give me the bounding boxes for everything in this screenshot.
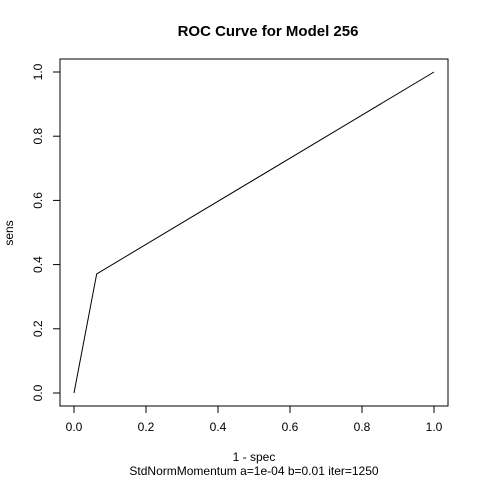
- x-tick-label: 0.8: [354, 420, 371, 434]
- plot-frame: [59, 58, 449, 407]
- x-tick-label: 0.2: [138, 420, 155, 434]
- x-axis: 0.0 0.2 0.4 0.6 0.8 1.0: [66, 405, 443, 434]
- y-tick-label: 0.4: [31, 256, 45, 273]
- x-tick-label: 1.0: [426, 420, 443, 434]
- series-group: [73, 71, 435, 394]
- chart-title: ROC Curve for Model 256: [178, 23, 359, 40]
- x-tick-label: 0.0: [66, 420, 83, 434]
- x-tick-label: 0.4: [210, 420, 227, 434]
- roc-curve-line: [73, 71, 435, 394]
- y-tick-label: 0.0: [31, 384, 45, 401]
- y-tick-label: 1.0: [31, 63, 45, 80]
- y-tick-label: 0.6: [31, 192, 45, 209]
- x-axis-label: 1 - spec: [233, 450, 276, 464]
- chart-subtitle: StdNormMomentum a=1e-04 b=0.01 iter=1250: [129, 464, 378, 478]
- y-tick-label: 0.8: [31, 128, 45, 145]
- y-axis-label: sens: [2, 220, 16, 245]
- x-tick-label: 0.6: [282, 420, 299, 434]
- y-axis: 0.0 0.2 0.4 0.6 0.8 1.0: [31, 63, 61, 401]
- y-tick-label: 0.2: [31, 320, 45, 337]
